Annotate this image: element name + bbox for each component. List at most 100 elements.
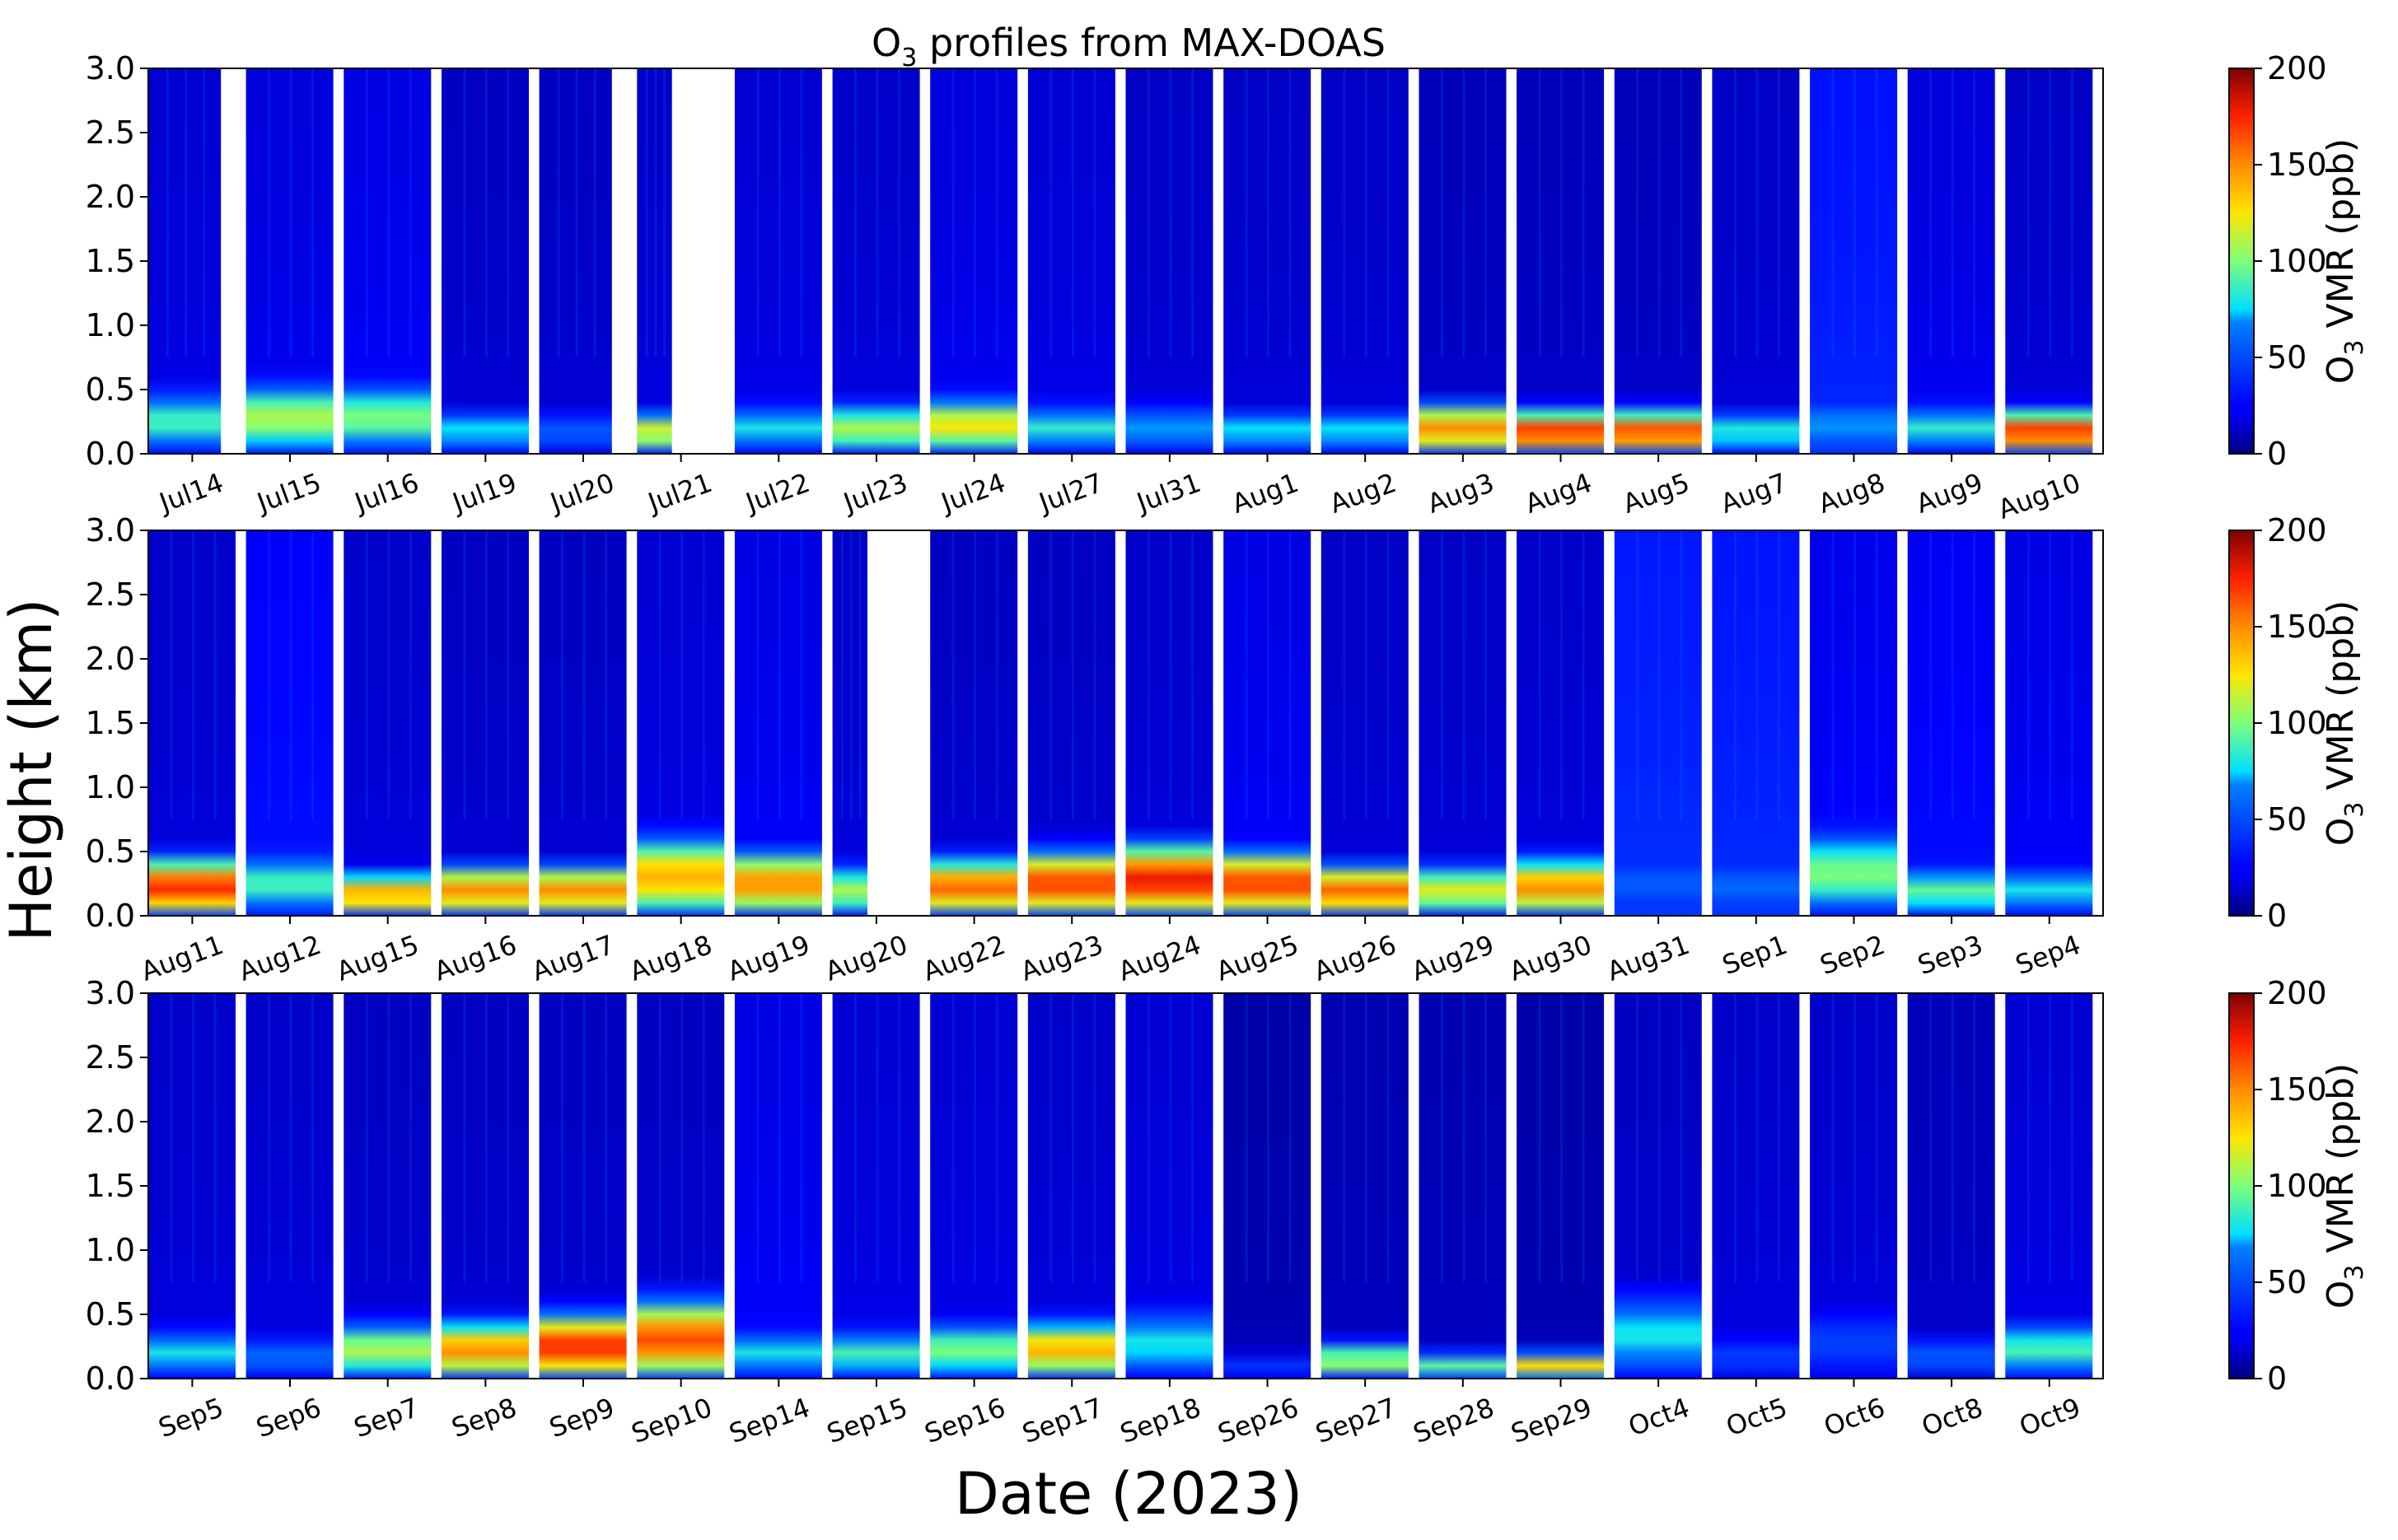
x-tick-label-Jul19: Jul19 (447, 467, 521, 520)
day-block-Aug18 (637, 530, 725, 916)
day-streak (1560, 530, 1564, 819)
day-block-Jul20 (539, 68, 612, 454)
day-streak (484, 993, 488, 1282)
day-streak (1951, 530, 1954, 819)
day-streak (268, 993, 271, 1282)
day-streak (1049, 68, 1053, 357)
day-streak (876, 993, 879, 1282)
day-block-Sep2 (1810, 530, 1898, 916)
x-tick-label-Sep6: Sep6 (252, 1392, 325, 1444)
x-tick-label-Aug12: Aug12 (235, 929, 325, 987)
x-tick-label-Sep5: Sep5 (154, 1392, 227, 1444)
day-block-Sep9 (539, 993, 627, 1379)
day-streak (1049, 530, 1053, 819)
day-streak (1680, 68, 1683, 357)
x-tick-label-Sep27: Sep27 (1311, 1392, 1400, 1449)
day-streak (268, 530, 271, 819)
y-tick-label: 0.5 (86, 833, 135, 870)
colorbar-tick-label: 50 (2267, 339, 2307, 376)
day-block-Sep10 (637, 993, 725, 1379)
day-streak (1733, 68, 1737, 357)
day-streak (702, 530, 705, 819)
day-streak (1560, 993, 1564, 1282)
x-tick-label-Aug7: Aug7 (1717, 467, 1792, 520)
day-streak (974, 993, 977, 1282)
x-tick-label-Aug20: Aug20 (821, 929, 912, 987)
x-tick-label-Aug1: Aug1 (1227, 467, 1302, 520)
day-streak (1169, 993, 1172, 1282)
day-streak (1364, 530, 1367, 819)
day-streak (1440, 993, 1443, 1282)
day-streak (1440, 530, 1443, 819)
day-streak (582, 993, 586, 1282)
day-streak (1267, 530, 1270, 819)
day-streak (593, 68, 596, 357)
y-tick-label: 3.0 (86, 512, 135, 548)
day-streak (680, 530, 684, 819)
day-streak (1973, 993, 1976, 1282)
day-streak (1538, 993, 1541, 1282)
day-streak (1680, 530, 1683, 819)
day-streak (898, 68, 900, 357)
colorbar-tick-label: 150 (2267, 147, 2327, 183)
x-tick-label-Sep15: Sep15 (823, 1392, 912, 1449)
day-block-Sep15 (832, 993, 920, 1379)
day-streak (1733, 530, 1737, 819)
day-streak (800, 530, 803, 819)
day-streak (2026, 68, 2030, 357)
day-streak (185, 68, 188, 357)
day-block-Sep3 (1907, 530, 1995, 916)
day-block-Aug30 (1517, 530, 1605, 916)
day-block-Jul21 (637, 68, 672, 454)
x-tick-label-Sep9: Sep9 (545, 1392, 619, 1444)
colorbar-tick-label: 200 (2267, 50, 2327, 86)
day-streak (192, 993, 194, 1282)
y-tick-label: 2.0 (86, 1104, 135, 1140)
day-streak (557, 68, 560, 357)
day-streak (778, 993, 781, 1282)
day-streak (387, 68, 390, 357)
x-tick-label-Jul21: Jul21 (643, 467, 716, 520)
day-streak (2049, 530, 2052, 819)
day-streak (1343, 68, 1346, 357)
x-tick-label-Sep26: Sep26 (1213, 1392, 1302, 1449)
x-tick-label-Aug4: Aug4 (1521, 467, 1596, 520)
chart-title: O3 profiles from MAX-DOAS (872, 21, 1386, 72)
day-streak (605, 530, 608, 819)
day-block-Aug15 (344, 530, 432, 916)
day-streak (1148, 68, 1150, 357)
day-streak (1386, 68, 1390, 357)
day-block-Oct4 (1614, 993, 1702, 1379)
colorbar-tick-label: 200 (2267, 975, 2327, 1011)
day-streak (1733, 993, 1737, 1282)
day-streak (409, 530, 412, 819)
day-block-Aug23 (1027, 530, 1115, 916)
day-streak (995, 68, 998, 357)
day-block-Aug31 (1614, 530, 1702, 916)
day-streak (1875, 530, 1878, 819)
day-streak (1440, 68, 1443, 357)
day-streak (1755, 68, 1759, 357)
day-block-Sep26 (1223, 993, 1311, 1379)
day-streak (974, 68, 977, 357)
x-tick-label-Sep17: Sep17 (1018, 1392, 1107, 1449)
day-streak (1853, 993, 1856, 1282)
day-streak (1462, 993, 1465, 1282)
day-streak (858, 530, 862, 819)
x-tick-label-Sep10: Sep10 (627, 1392, 716, 1449)
x-tick-label-Sep8: Sep8 (447, 1392, 521, 1444)
colorbar-tick-label: 50 (2267, 1264, 2307, 1300)
day-streak (463, 68, 466, 357)
y-tick-label: 1.0 (86, 769, 135, 805)
day-block-Jul16 (344, 68, 432, 454)
day-block-Aug17 (539, 530, 627, 916)
y-tick-label: 2.5 (86, 1039, 135, 1076)
day-block-Aug1 (1223, 68, 1311, 454)
y-tick-label: 3.0 (86, 50, 135, 86)
day-streak (311, 68, 315, 357)
day-streak (582, 530, 586, 819)
day-streak (1755, 993, 1759, 1282)
day-streak (365, 993, 368, 1282)
day-block-Sep7 (344, 993, 432, 1379)
day-streak (1245, 68, 1248, 357)
